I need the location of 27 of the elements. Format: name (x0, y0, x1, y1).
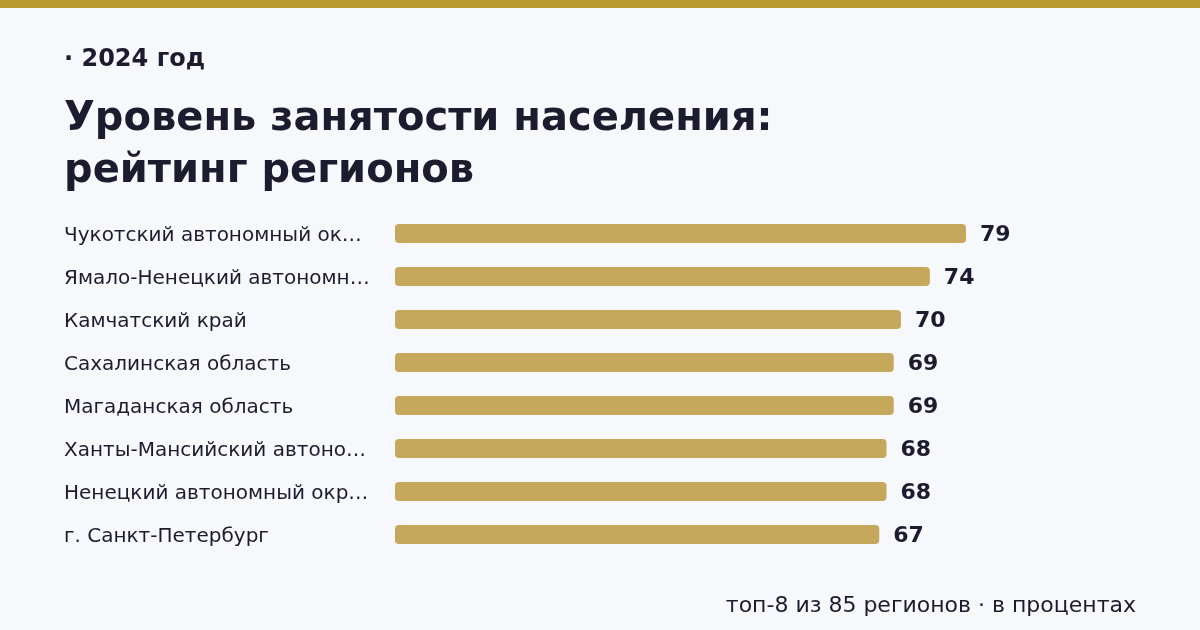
y-tick-label: Ханты-Мансийский автоно… (64, 436, 366, 461)
data-label: 70 (914, 307, 946, 333)
bar (395, 310, 901, 330)
y-tick-label: Ненецкий автономный окр… (64, 479, 369, 504)
data-label: 68 (900, 436, 932, 462)
bar (395, 482, 887, 502)
y-tick-label: Магаданская область (64, 393, 294, 418)
y-tick-label: Чукотский автономный ок… (64, 221, 362, 246)
bar (395, 439, 887, 459)
text: топ-8 из 85 регионов · в процентах (725, 592, 1136, 617)
data-label: 67 (893, 522, 924, 548)
text: · 2024 год (64, 44, 206, 72)
data-label: 68 (900, 479, 932, 505)
y-tick-label: Сахалинская область (64, 350, 291, 375)
data-label: 79 (980, 221, 1011, 247)
bar (395, 224, 966, 244)
bar (395, 396, 894, 416)
data-label: 74 (943, 264, 975, 290)
data-label: 69 (907, 350, 939, 376)
bar (395, 353, 894, 373)
y-tick-label: Ямало-Ненецкий автономн… (64, 264, 370, 289)
chart-title: Уровень занятости населения: рейтинг регионов (64, 92, 774, 193)
bar (395, 525, 880, 545)
data-label: 69 (907, 393, 939, 419)
y-tick-label: Камчатский край (64, 307, 247, 332)
bar (395, 267, 930, 287)
y-tick-label: г. Санкт-Петербург (64, 522, 269, 547)
